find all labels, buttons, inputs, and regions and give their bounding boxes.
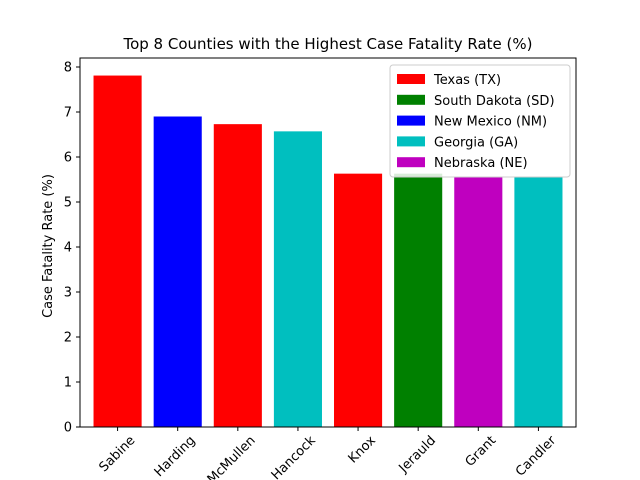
bar-hancock	[273, 131, 322, 427]
x-tick-label: Harding	[152, 433, 199, 480]
y-tick-label: 2	[64, 331, 72, 346]
legend-swatch	[397, 94, 425, 105]
x-tick-label: McMullen	[205, 433, 259, 480]
legend-swatch	[397, 157, 425, 168]
bar-sabine	[93, 75, 142, 428]
plot-area: Sabine Harding McMullen Hancock Knox Jerauld G…	[64, 57, 577, 480]
y-tick-label: 3	[64, 286, 72, 301]
y-tick-label: 5	[64, 196, 72, 211]
axes-frame	[79, 57, 577, 428]
bar-harding	[153, 116, 202, 427]
bar-candler	[514, 176, 563, 427]
bar-grant	[454, 176, 503, 427]
y-axis-label: Case Fatality Rate (%)	[41, 174, 56, 318]
legend: Texas (TX) South Dakota (SD) New Mexico (N…	[389, 64, 571, 178]
x-tick-label: Candler	[513, 433, 560, 480]
legend-label: Georgia (GA)	[434, 135, 518, 150]
y-tick-label: 1	[64, 376, 72, 391]
y-tick-label: 6	[64, 151, 72, 166]
x-tick-label: Hancock	[269, 433, 319, 480]
legend-label: Texas (TX)	[433, 73, 501, 88]
y-tick-label: 4	[64, 241, 72, 256]
bar-knox	[334, 173, 383, 427]
legend-label: South Dakota (SD)	[434, 94, 555, 109]
legend-box	[389, 64, 571, 178]
legend-label: New Mexico (NM)	[434, 115, 547, 130]
bar-jerauld	[394, 173, 443, 427]
bar-mcmullen	[213, 124, 262, 428]
legend-swatch	[397, 74, 425, 84]
chart-title: Top 8 Counties with the Highest Case Fat…	[122, 35, 532, 53]
x-tick-label: Knox	[346, 433, 379, 466]
x-tick-label: Grant	[463, 433, 500, 470]
legend-swatch	[397, 115, 425, 126]
y-tick-label: 7	[64, 106, 72, 121]
legend-label: Nebraska (NE)	[434, 156, 528, 171]
y-tick-label: 8	[64, 61, 72, 76]
x-tick-label: Sabine	[96, 433, 138, 475]
y-tick-label: 0	[64, 421, 72, 436]
legend-swatch	[397, 136, 425, 147]
x-tick-label: Jerauld	[396, 433, 439, 476]
